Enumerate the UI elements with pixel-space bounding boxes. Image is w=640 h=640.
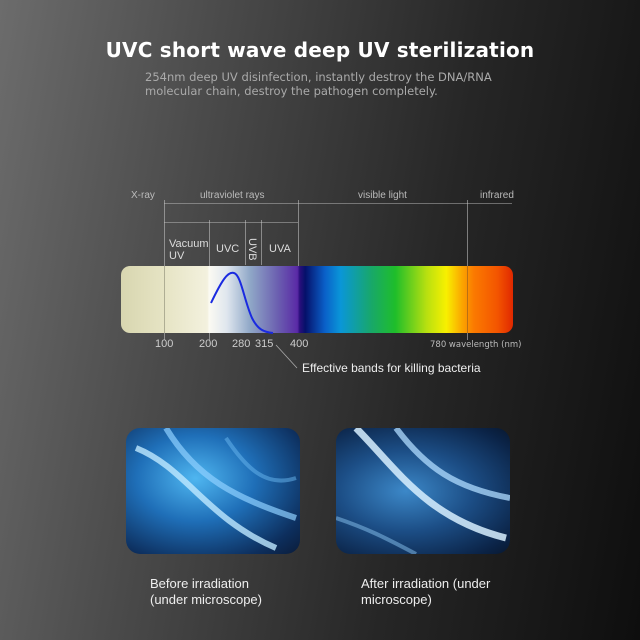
- page-title: UVC short wave deep UV sterilization: [105, 38, 535, 62]
- tick-200: 200: [199, 338, 218, 350]
- label-visible: visible light: [358, 190, 407, 201]
- dna-before-image: [126, 428, 300, 554]
- boundary-280: [245, 220, 246, 265]
- tick-315: 315: [255, 338, 274, 350]
- boundary-315: [261, 220, 262, 265]
- caption-before: Before irradiation (under microscope): [150, 576, 262, 607]
- band-uva: UVA: [269, 243, 291, 255]
- region-divider: [164, 203, 512, 204]
- effectiveness-curve: [210, 271, 274, 334]
- tick-100: 100: [155, 338, 174, 350]
- label-xray: X-ray: [131, 190, 155, 201]
- band-uvc: UVC: [216, 243, 240, 255]
- tick-280: 280: [232, 338, 251, 350]
- label-infrared: infrared: [480, 190, 514, 201]
- label-ultraviolet: ultraviolet rays: [200, 190, 265, 201]
- subtitle: 254nm deep UV disinfection, instantly de…: [145, 70, 492, 98]
- callout-leader: [275, 344, 298, 369]
- boundary-400: [298, 200, 299, 266]
- band-vacuum-uv: Vacuum UV: [169, 238, 209, 262]
- band-uvb: UVB: [246, 238, 258, 261]
- band-divider: [164, 222, 298, 223]
- bar-line-780: [467, 266, 468, 333]
- bar-line-100: [164, 266, 165, 333]
- spectrum-bar: [121, 266, 513, 333]
- dna-after-image: [336, 428, 510, 554]
- caption-after: After irradiation (under microscope): [361, 576, 491, 607]
- wavelength-end-label: 780 wavelength (nm): [430, 340, 522, 350]
- tick-400: 400: [290, 338, 309, 350]
- callout-text: Effective bands for killing bacteria: [302, 361, 481, 375]
